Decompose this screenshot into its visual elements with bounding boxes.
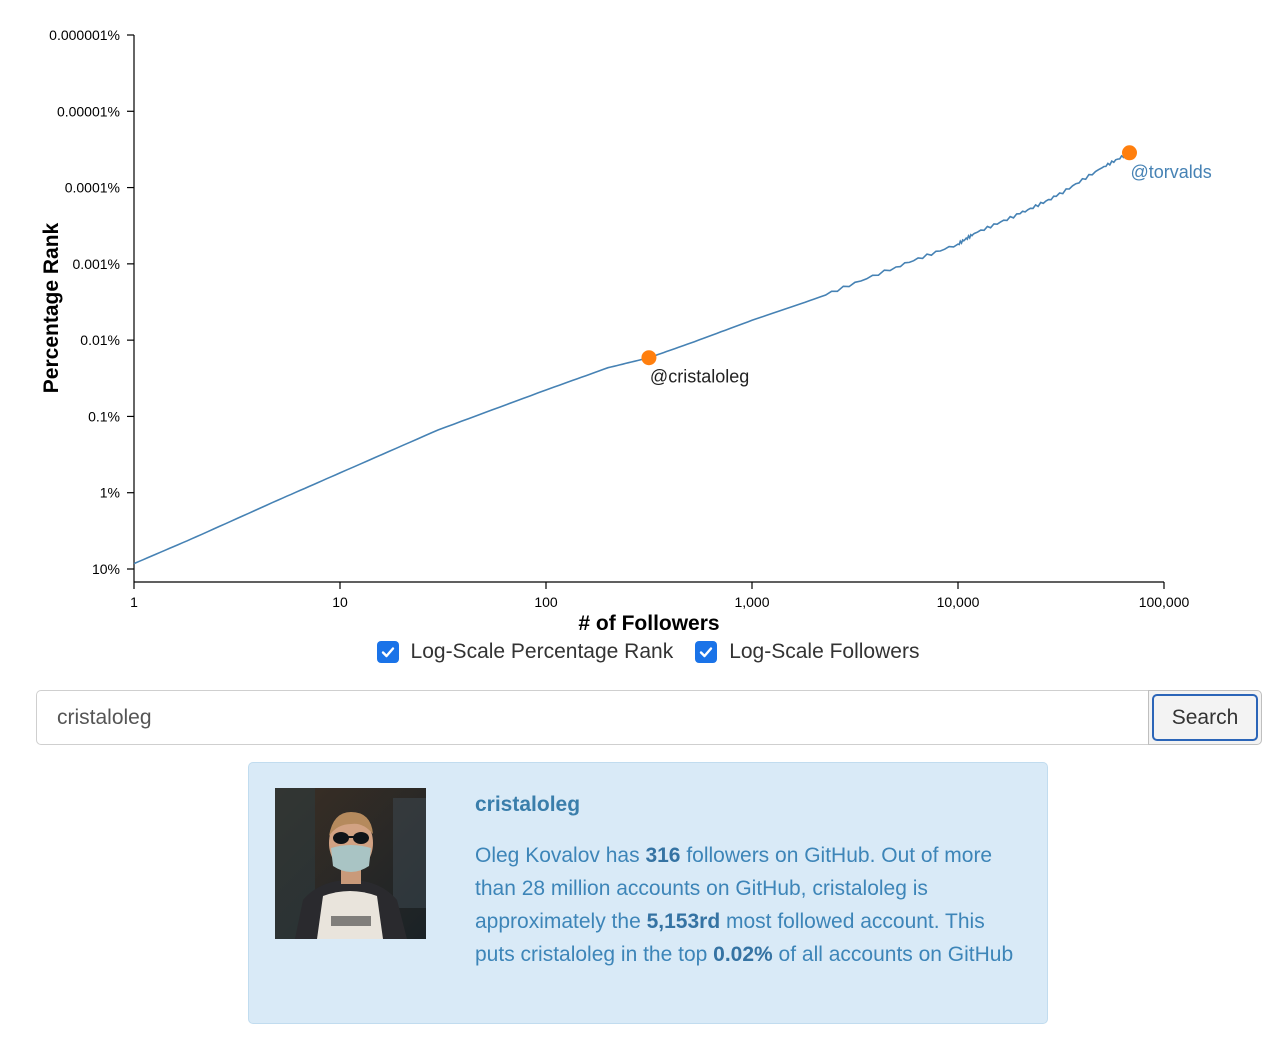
result-username: cristaloleg [475,793,581,816]
x-axis: 1 10 100 1,000 10,000 100,000 [130,581,1190,610]
log-scale-rank-checkbox[interactable] [376,641,399,663]
log-scale-rank-label: Log-Scale Percentage Rank [410,640,674,663]
log-scale-rank-toggle[interactable]: Log-Scale Percentage Rank [376,640,674,664]
top-percent: 0.02% [713,943,773,966]
y-tick-label: 0.000001% [49,27,120,43]
y-tick-label: 0.00001% [57,103,120,119]
search-input[interactable] [36,690,1148,745]
highlight-point [1121,145,1137,161]
x-tick-label: 1 [130,594,138,610]
x-tick-label: 10 [332,594,348,610]
y-tick-label: 0.001% [73,256,120,272]
result-full-name: Oleg Kovalov [475,844,600,867]
avatar-photo-icon [275,788,426,939]
check-icon [381,647,394,658]
x-axis-title: # of Followers [578,612,719,635]
search-button-label: Search [1152,694,1258,741]
x-tick-label: 10,000 [937,594,980,610]
y-tick-label: 10% [92,561,120,577]
result-card: cristaloleg Oleg Kovalov has 316 followe… [248,762,1048,1024]
log-scale-followers-toggle[interactable]: Log-Scale Followers [695,640,919,664]
y-axis-title: Percentage Rank [40,222,63,393]
log-scale-followers-checkbox[interactable] [695,641,718,663]
avatar [275,788,426,939]
y-tick-label: 0.1% [88,408,120,424]
log-scale-followers-label: Log-Scale Followers [729,640,920,663]
x-tick-label: 100,000 [1139,594,1190,610]
follower-rank-chart: 10% 1% 0.1% 0.01% 0.001% 0.0001% 0.00001% 0.000… [40,27,1212,635]
series-line [133,152,1131,565]
y-tick-label: 1% [100,485,120,501]
y-tick-label: 0.01% [80,332,120,348]
y-axis: 10% 1% 0.1% 0.01% 0.001% 0.0001% 0.00001% 0.000… [49,27,135,582]
search-button[interactable]: Search [1148,690,1262,745]
annotations: @cristaloleg @torvalds [641,145,1212,387]
highlight-label: @torvalds [1130,162,1211,182]
highlight-point [641,350,657,366]
follower-rank: 5,153rd [646,910,721,933]
check-icon [700,647,713,658]
scale-toggles: Log-Scale Percentage Rank Log-Scale Foll… [0,640,1280,664]
x-tick-label: 1,000 [734,594,769,610]
follower-count: 316 [645,844,681,867]
result-summary: Oleg Kovalov has 316 followers on GitHub… [475,844,1014,966]
x-tick-label: 100 [534,594,558,610]
highlight-label: @cristaloleg [650,367,749,387]
y-tick-label: 0.0001% [65,180,120,196]
search-bar: Search [36,690,1262,745]
